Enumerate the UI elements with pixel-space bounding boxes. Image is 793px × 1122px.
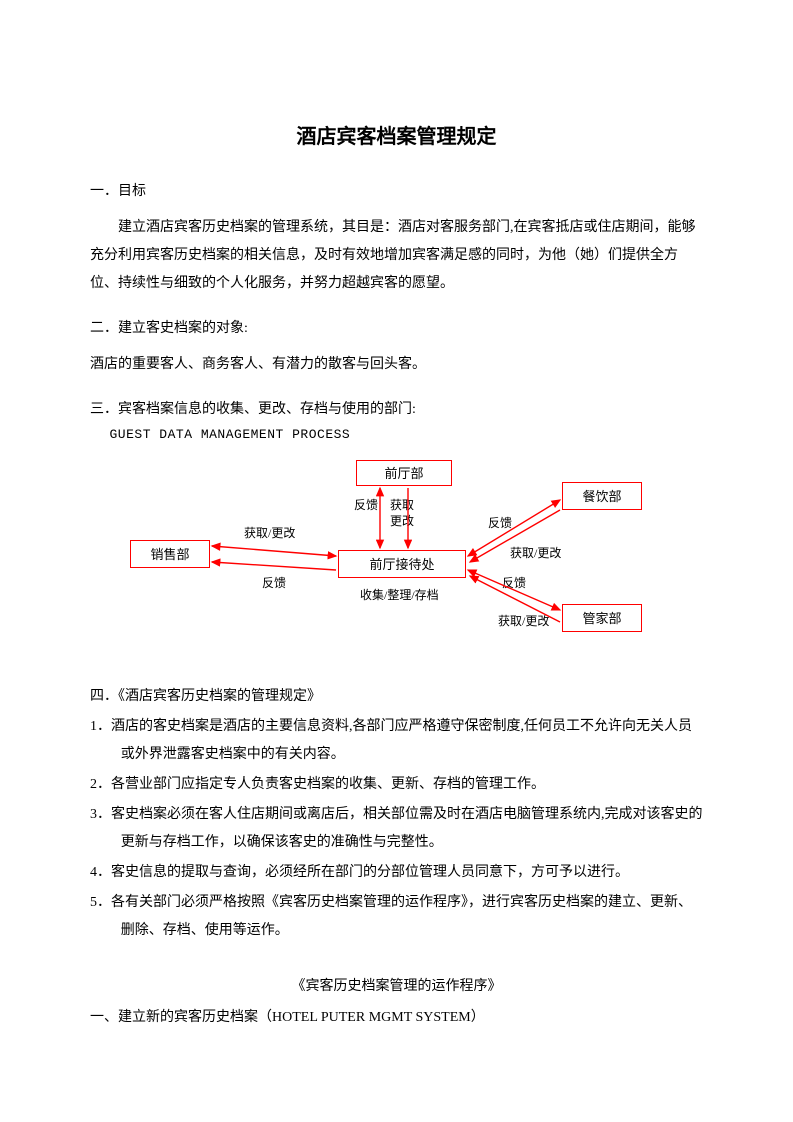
sec4-item: 5．各有关部门必须严格按照《宾客历史档案管理的运作程序》，进行宾客历史档案的建立… (90, 889, 703, 945)
diagram-label-sales_get: 获取/更改 (244, 524, 295, 541)
diagram-label-sales_fb: 反馈 (262, 574, 286, 591)
sec5-center: 《宾客历史档案管理的运作程序》 (90, 975, 703, 995)
diagram-label-fo_fb_right: 获取 (390, 496, 414, 513)
diagram-label-hk_get: 获取/更改 (498, 612, 549, 629)
diagram-node-reception: 前厅接待处 (338, 550, 466, 578)
diagram-node-sales: 销售部 (130, 540, 210, 568)
diagram-label-fb_fb: 反馈 (488, 514, 512, 531)
page-title: 酒店宾客档案管理规定 (90, 120, 703, 149)
diagram-label-collect: 收集/整理/存档 (360, 586, 439, 603)
sec5-heading: 一、建立新的宾客历史档案（HOTEL PUTER MGMT SYSTEM） (90, 1005, 703, 1030)
sec4-item: 3．客史档案必须在客人住店期间或离店后，相关部位需及时在酒店电脑管理系统内,完成… (90, 801, 703, 857)
sec1-heading: 一．目标 (90, 179, 703, 204)
diagram-label-fo_fb_left: 反馈 (354, 496, 378, 513)
sec4-item: 4．客史信息的提取与查询，必须经所在部门的分部位管理人员同意下，方可予以进行。 (90, 859, 703, 887)
process-diagram: 前厅部餐饮部销售部前厅接待处管家部反馈获取更改获取/更改反馈反馈获取/更改反馈获… (90, 452, 703, 662)
sec4-list: 1．酒店的客史档案是酒店的主要信息资料,各部门应严格遵守保密制度,任何员工不允许… (90, 713, 703, 945)
diagram-node-front_office: 前厅部 (356, 460, 452, 486)
sec4-item: 2．各营业部门应指定专人负责客史档案的收集、更新、存档的管理工作。 (90, 771, 703, 799)
sec3-sub-english: GUEST DATA MANAGEMENT PROCESS (110, 427, 704, 442)
diagram-node-hk: 管家部 (562, 604, 642, 632)
diagram-label-fb_get: 获取/更改 (510, 544, 561, 561)
sec1-body: 建立酒店宾客历史档案的管理系统，其目是：酒店对客服务部门,在宾客抵店或住店期间，… (90, 214, 703, 298)
sec2-body: 酒店的重要客人、商务客人、有潜力的散客与回头客。 (90, 351, 703, 379)
sec3-heading: 三．宾客档案信息的收集、更改、存档与使用的部门: (90, 397, 703, 422)
sec4-heading: 四．《酒店宾客历史档案的管理规定》 (90, 684, 703, 709)
diagram-node-fb: 餐饮部 (562, 482, 642, 510)
diagram-label-fo_change: 更改 (390, 512, 414, 529)
sec2-heading: 二．建立客史档案的对象: (90, 316, 703, 341)
diagram-label-hk_fb: 反馈 (502, 574, 526, 591)
sec4-item: 1．酒店的客史档案是酒店的主要信息资料,各部门应严格遵守保密制度,任何员工不允许… (90, 713, 703, 769)
